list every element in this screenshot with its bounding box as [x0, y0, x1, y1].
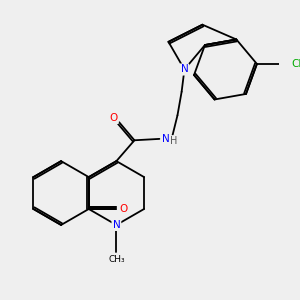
Text: H: H	[170, 136, 178, 146]
Text: N: N	[112, 220, 120, 230]
Text: Cl: Cl	[291, 59, 300, 69]
Text: N: N	[162, 134, 170, 144]
Text: O: O	[119, 204, 128, 214]
Text: O: O	[110, 113, 118, 123]
Text: CH₃: CH₃	[108, 254, 125, 263]
Text: N: N	[181, 64, 188, 74]
